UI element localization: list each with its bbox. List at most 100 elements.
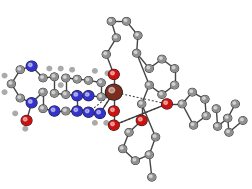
Circle shape — [112, 34, 119, 41]
Circle shape — [226, 130, 228, 133]
Circle shape — [74, 93, 77, 96]
Circle shape — [136, 116, 146, 125]
Circle shape — [149, 175, 151, 177]
Circle shape — [85, 93, 89, 96]
Circle shape — [23, 118, 27, 121]
Circle shape — [132, 50, 140, 57]
Circle shape — [200, 96, 208, 103]
Circle shape — [240, 118, 242, 121]
Circle shape — [153, 135, 155, 137]
Circle shape — [39, 89, 46, 95]
Circle shape — [22, 116, 31, 125]
Circle shape — [62, 108, 69, 114]
Circle shape — [73, 76, 81, 83]
Circle shape — [138, 118, 142, 121]
Circle shape — [92, 121, 97, 125]
Circle shape — [159, 92, 162, 95]
Circle shape — [146, 66, 149, 69]
Circle shape — [178, 100, 185, 108]
Circle shape — [39, 105, 46, 112]
Circle shape — [83, 108, 93, 117]
Circle shape — [18, 96, 20, 98]
Circle shape — [51, 74, 58, 80]
Circle shape — [126, 130, 129, 133]
Circle shape — [170, 82, 177, 88]
Circle shape — [238, 117, 245, 124]
Circle shape — [109, 107, 118, 115]
Circle shape — [158, 56, 165, 62]
Circle shape — [18, 67, 20, 70]
Circle shape — [231, 100, 238, 108]
Circle shape — [95, 109, 104, 118]
Circle shape — [151, 134, 159, 140]
Circle shape — [41, 90, 43, 92]
Circle shape — [145, 151, 152, 158]
Circle shape — [50, 90, 58, 97]
Circle shape — [96, 110, 100, 114]
Circle shape — [28, 100, 32, 103]
Circle shape — [16, 66, 24, 73]
Circle shape — [120, 147, 122, 149]
Circle shape — [107, 18, 115, 25]
Circle shape — [13, 111, 17, 115]
Circle shape — [138, 101, 145, 107]
Circle shape — [51, 90, 58, 97]
Circle shape — [191, 123, 193, 125]
Circle shape — [108, 88, 114, 93]
Circle shape — [39, 105, 47, 112]
Circle shape — [72, 106, 82, 116]
Circle shape — [85, 109, 89, 113]
Circle shape — [9, 82, 12, 84]
Circle shape — [83, 91, 93, 100]
Circle shape — [83, 91, 93, 101]
Circle shape — [58, 66, 63, 71]
Circle shape — [73, 76, 80, 82]
Circle shape — [39, 88, 47, 96]
Circle shape — [223, 115, 230, 122]
Circle shape — [110, 71, 114, 75]
Circle shape — [201, 96, 208, 102]
Circle shape — [212, 105, 219, 112]
Circle shape — [134, 51, 136, 53]
Circle shape — [109, 19, 111, 22]
Circle shape — [119, 146, 126, 152]
Circle shape — [179, 102, 182, 104]
Circle shape — [122, 18, 130, 25]
Circle shape — [63, 76, 66, 78]
Circle shape — [107, 18, 114, 25]
Circle shape — [47, 66, 51, 71]
Circle shape — [21, 115, 32, 125]
Circle shape — [63, 92, 66, 95]
Circle shape — [84, 77, 92, 84]
Circle shape — [110, 108, 114, 112]
Circle shape — [63, 109, 66, 111]
Circle shape — [39, 74, 47, 82]
Circle shape — [124, 19, 126, 22]
Circle shape — [170, 81, 178, 89]
Circle shape — [136, 115, 146, 125]
Circle shape — [49, 106, 59, 116]
Circle shape — [231, 101, 238, 107]
Circle shape — [49, 107, 59, 115]
Circle shape — [28, 63, 32, 67]
Circle shape — [62, 75, 69, 81]
Circle shape — [99, 95, 101, 97]
Circle shape — [41, 76, 43, 78]
Circle shape — [213, 123, 220, 130]
Circle shape — [110, 122, 114, 126]
Circle shape — [70, 68, 74, 72]
Circle shape — [134, 32, 141, 39]
Circle shape — [83, 107, 93, 117]
Circle shape — [58, 83, 63, 87]
Circle shape — [225, 129, 232, 136]
Circle shape — [118, 145, 126, 153]
Circle shape — [135, 33, 138, 36]
Circle shape — [145, 81, 152, 89]
Circle shape — [39, 75, 46, 81]
Circle shape — [189, 122, 197, 129]
Circle shape — [178, 101, 185, 107]
Circle shape — [99, 81, 101, 83]
Circle shape — [16, 94, 24, 102]
Circle shape — [134, 32, 141, 39]
Circle shape — [50, 73, 58, 81]
